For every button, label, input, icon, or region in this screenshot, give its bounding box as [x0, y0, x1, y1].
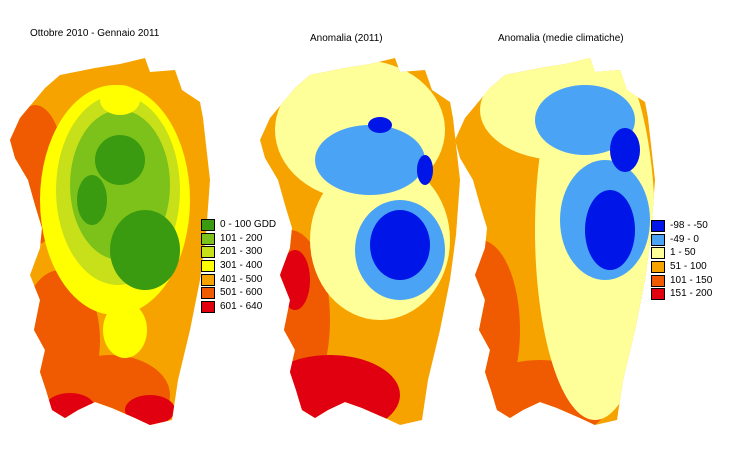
legend-label: 151 - 200 — [670, 288, 713, 300]
legend-swatch — [651, 247, 665, 260]
legend-label: 101 - 200 — [220, 232, 263, 244]
legend-label: 101 - 150 — [670, 274, 713, 286]
legend-label: 1 - 50 — [670, 247, 696, 259]
legend-label: 601 - 640 — [220, 301, 263, 313]
legend-label: 51 - 100 — [670, 261, 707, 273]
legend-swatch — [651, 288, 665, 301]
legend-swatch — [201, 232, 215, 245]
legend-label: 401 - 500 — [220, 273, 263, 285]
legend-swatch — [201, 219, 215, 231]
map1-title: Ottobre 2010 - Gennaio 2011 — [30, 28, 160, 39]
legend-label: -49 - 0 — [670, 233, 699, 245]
legend-swatch — [201, 287, 215, 300]
map3-anomaly-climate — [455, 58, 655, 425]
legend-label: 501 - 600 — [220, 287, 263, 299]
legend-swatch — [651, 233, 665, 246]
map1-gdd — [10, 58, 210, 425]
map2-anomaly-2011 — [260, 58, 460, 425]
legend-swatch — [651, 220, 665, 232]
legend-swatch — [201, 273, 215, 286]
legend-label: 301 - 400 — [220, 260, 263, 272]
legend-label: 0 - 100 GDD — [220, 219, 277, 230]
map2-title: Anomalia (2011) — [310, 33, 383, 44]
map3-title: Anomalia (medie climatiche) — [498, 33, 624, 44]
legend-swatch — [201, 246, 215, 259]
legend-label: 201 - 300 — [220, 246, 263, 258]
legend-swatch — [651, 261, 665, 274]
legend-swatch — [201, 260, 215, 273]
legend-swatch — [201, 301, 215, 314]
legend-swatch — [651, 274, 665, 287]
legend-label: -98 - -50 — [670, 220, 708, 231]
